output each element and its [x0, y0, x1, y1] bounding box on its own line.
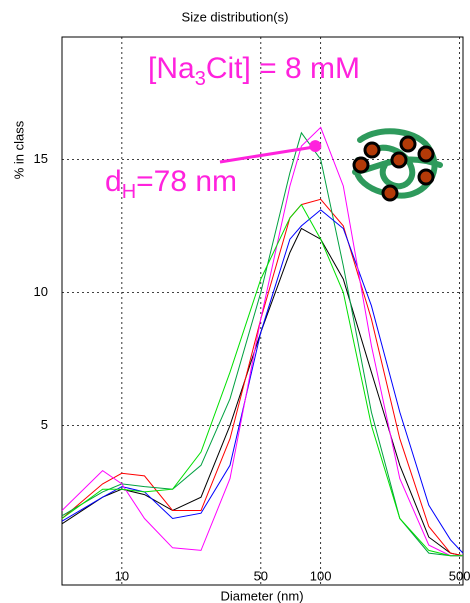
annotation-text: d: [105, 165, 122, 198]
annotation: dH=78 nm: [105, 165, 237, 203]
annotation-subscript: H: [122, 181, 136, 203]
data-line: [61, 203, 463, 557]
data-line: [61, 131, 463, 557]
annotation-subscript: 3: [195, 68, 206, 90]
plot-frame: [61, 36, 464, 586]
data-line: [61, 126, 463, 557]
data-line: [61, 209, 464, 554]
annotation-text: Cit] = 8 mM: [206, 52, 360, 85]
x-axis-label: Diameter (nm): [220, 588, 303, 603]
y-tick-label: 15: [34, 151, 48, 166]
x-tick-label: 100: [310, 568, 332, 583]
y-tick-label: 10: [34, 284, 48, 299]
annotation: [Na3Cit] = 8 mM: [148, 52, 360, 90]
data-line: [61, 227, 464, 557]
annotation-text: [Na: [148, 52, 195, 85]
y-tick-label: 5: [41, 417, 48, 432]
annotation-pointer: [219, 145, 315, 164]
x-tick-label: 10: [115, 568, 129, 583]
highlight-point: [309, 140, 322, 153]
y-axis-label: % in class: [11, 120, 26, 179]
x-tick-label: 500: [449, 568, 470, 583]
chart-title: Size distribution(s): [182, 9, 289, 24]
nanoparticle-icon: [352, 128, 443, 202]
x-tick-label: 50: [254, 568, 268, 583]
annotation-text: =78 nm: [136, 165, 237, 198]
